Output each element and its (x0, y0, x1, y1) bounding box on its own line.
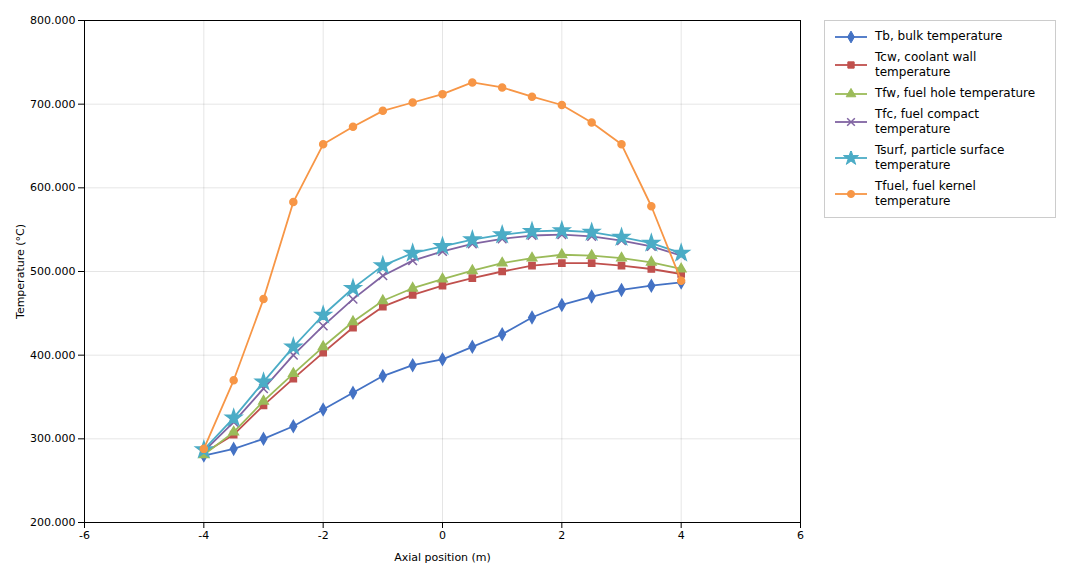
svg-text:400.000: 400.000 (30, 349, 76, 362)
svg-text:6: 6 (797, 529, 804, 542)
svg-text:Axial position (m): Axial position (m) (394, 551, 491, 564)
svg-text:-6: -6 (79, 529, 90, 542)
svg-text:300.000: 300.000 (30, 432, 76, 445)
svg-text:600.000: 600.000 (30, 181, 76, 194)
svg-text:Temperature (°C): Temperature (°C) (14, 224, 27, 320)
html-text:Tfw, fuel hole temperature: Tfw, fuel hole temperature (875, 86, 1036, 100)
svg-text:0: 0 (439, 529, 446, 542)
html-text:Tcw, coolant wall temperature: Tcw, coolant wall temperature (875, 50, 977, 79)
html-text:Tb, bulk temperature: Tb, bulk temperature (875, 29, 1003, 43)
html-text:Tfc, fuel compact temperature: Tfc, fuel compact temperature (875, 107, 979, 136)
svg-text:200.000: 200.000 (30, 516, 76, 529)
svg-text:-4: -4 (198, 529, 209, 542)
svg-text:800.000: 800.000 (30, 14, 76, 27)
html-text:Tfuel, fuel kernel temperature: Tfuel, fuel kernel temperature (875, 179, 976, 208)
svg-text:700.000: 700.000 (30, 98, 76, 111)
svg-text:2: 2 (558, 529, 565, 542)
svg-text:4: 4 (678, 529, 685, 542)
html-text:Tsurf, particle surface temper: Tsurf, particle surface temperature (875, 143, 1005, 172)
svg-text:500.000: 500.000 (30, 265, 76, 278)
svg-text:-2: -2 (318, 529, 329, 542)
